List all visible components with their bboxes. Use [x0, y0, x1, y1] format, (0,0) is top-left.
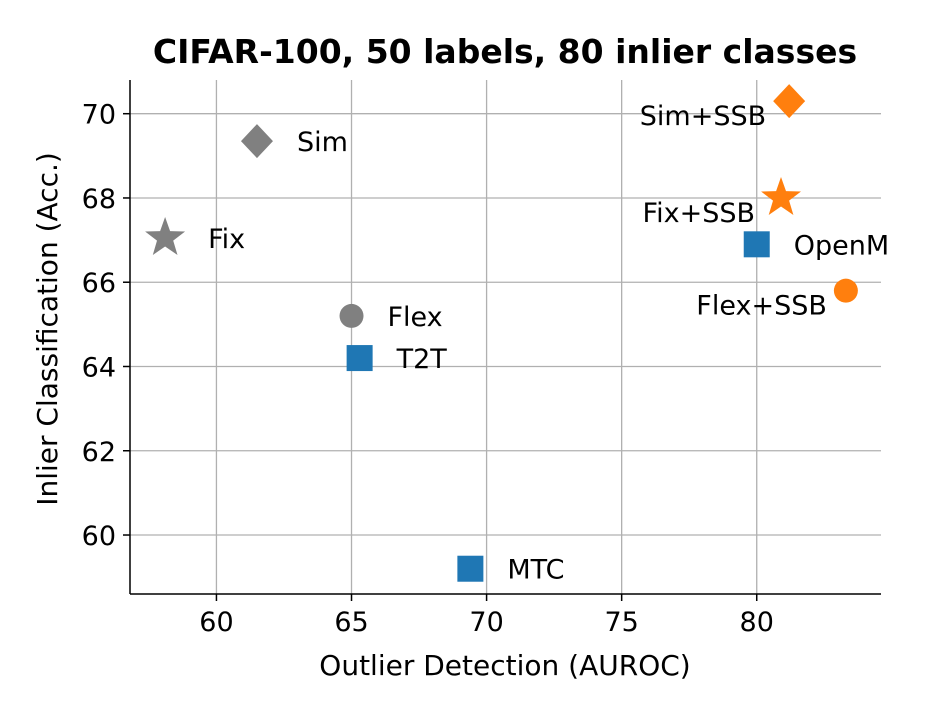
point-t2t	[346, 345, 373, 372]
point-fix-ssb	[761, 177, 801, 215]
point-openm	[743, 231, 770, 258]
point-fix	[145, 217, 186, 255]
x-tick-label: 65	[334, 607, 368, 638]
x-tick-label: 60	[199, 607, 233, 638]
tick-labels: 60 65 70 75 80 60 62 64 66 68 70	[82, 100, 774, 638]
x-axis-label: Outlier Detection (AUROC)	[319, 649, 690, 682]
point-flex	[339, 303, 364, 328]
y-tick-label: 60	[82, 521, 116, 552]
y-axis-label: Inlier Classification (Acc.)	[31, 152, 64, 506]
label-fix-ssb: Fix+SSB	[643, 198, 755, 229]
point-sim	[240, 124, 273, 159]
chart-title: CIFAR-100, 50 labels, 80 inlier classes	[153, 32, 857, 71]
y-tick-label: 68	[82, 184, 116, 215]
y-tick-label: 70	[82, 100, 116, 131]
label-sim: Sim	[297, 127, 348, 158]
point-sim-ssb	[773, 84, 806, 119]
y-tick-label: 66	[82, 268, 116, 299]
grid-lines	[130, 80, 881, 594]
data-points: Sim Fix Flex T2T MTC OpenM Sim+SSB Fix+SSB Flex+…	[145, 84, 889, 586]
label-flex: Flex	[388, 302, 443, 333]
label-flex-ssb: Flex+SSB	[696, 291, 827, 322]
point-flex-ssb	[833, 278, 858, 303]
axes	[123, 80, 881, 601]
y-tick-label: 64	[82, 352, 116, 383]
label-sim-ssb: Sim+SSB	[640, 101, 766, 132]
x-tick-label: 75	[604, 607, 638, 638]
label-t2t: T2T	[396, 344, 448, 375]
label-mtc: MTC	[507, 555, 564, 586]
label-fix: Fix	[208, 224, 245, 255]
label-openm: OpenM	[794, 230, 889, 261]
x-tick-label: 80	[740, 607, 774, 638]
point-mtc	[457, 555, 484, 582]
x-tick-label: 70	[469, 607, 503, 638]
y-tick-label: 62	[82, 437, 116, 468]
